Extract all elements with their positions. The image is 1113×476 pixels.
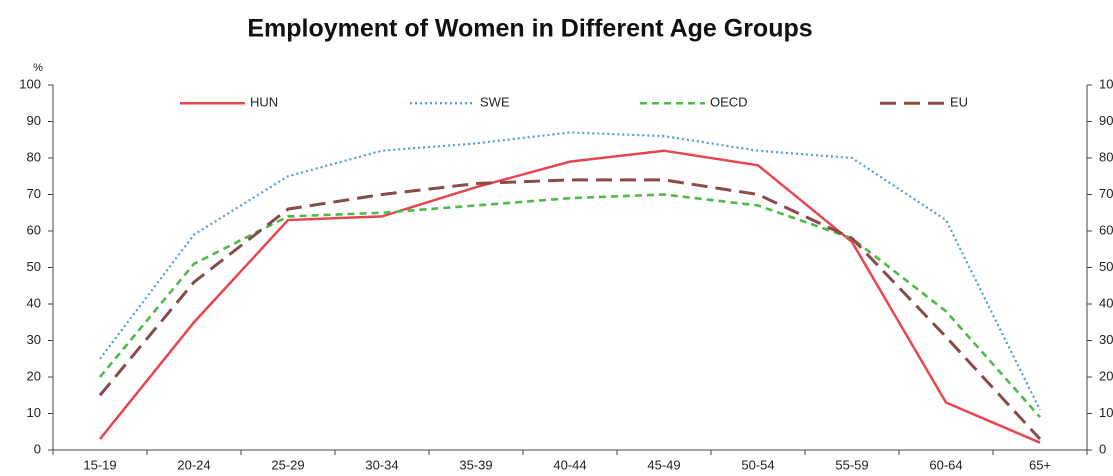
- y-tick-label: 0: [34, 441, 41, 456]
- legend-label: EU: [950, 95, 968, 110]
- x-tick-label: 30-34: [365, 457, 398, 472]
- x-tick-label: 65+: [1029, 457, 1051, 472]
- y-tick-label: 70: [27, 186, 41, 201]
- y-tick-label: 60: [27, 222, 41, 237]
- legend-label: HUN: [250, 95, 278, 110]
- x-tick-label: 60-64: [929, 457, 962, 472]
- y-axis-label: %: [33, 62, 43, 74]
- y2-tick-label: 60: [1099, 222, 1113, 237]
- y2-tick-label: 10: [1099, 405, 1113, 420]
- series-line: [99, 193, 1041, 419]
- y-tick-label: 40: [27, 295, 41, 310]
- x-tick-label: 40-44: [553, 457, 586, 472]
- y2-tick-label: 100: [1099, 76, 1113, 91]
- x-tick-label: 35-39: [459, 457, 492, 472]
- y-tick-label: 80: [27, 149, 41, 164]
- x-tick-label: 55-59: [835, 457, 868, 472]
- series-line: [99, 149, 1041, 444]
- y-tick-label: 10: [27, 405, 41, 420]
- x-tick-label: 15-19: [83, 457, 116, 472]
- y2-tick-label: 90: [1099, 113, 1113, 128]
- y-tick-label: 90: [27, 113, 41, 128]
- x-tick-label: 25-29: [271, 457, 304, 472]
- y-tick-label: 50: [27, 259, 41, 274]
- legend-label: SWE: [480, 95, 510, 110]
- chart-title: Employment of Women in Different Age Gro…: [247, 15, 812, 43]
- y-tick-label: 20: [27, 368, 41, 383]
- series-line: [98, 178, 1042, 441]
- y2-tick-label: 40: [1099, 295, 1113, 310]
- y2-tick-label: 20: [1099, 368, 1113, 383]
- x-tick-label: 20-24: [177, 457, 210, 472]
- y2-tick-label: 0: [1099, 441, 1106, 456]
- y-tick-label: 30: [27, 332, 41, 347]
- x-tick-label: 50-54: [741, 457, 774, 472]
- y-tick-label: 100: [19, 76, 41, 91]
- y2-tick-label: 70: [1099, 186, 1113, 201]
- y2-tick-label: 30: [1099, 332, 1113, 347]
- legend-label: OECD: [710, 95, 748, 110]
- y2-tick-label: 80: [1099, 149, 1113, 164]
- x-tick-label: 45-49: [647, 457, 680, 472]
- y2-tick-label: 50: [1099, 259, 1113, 274]
